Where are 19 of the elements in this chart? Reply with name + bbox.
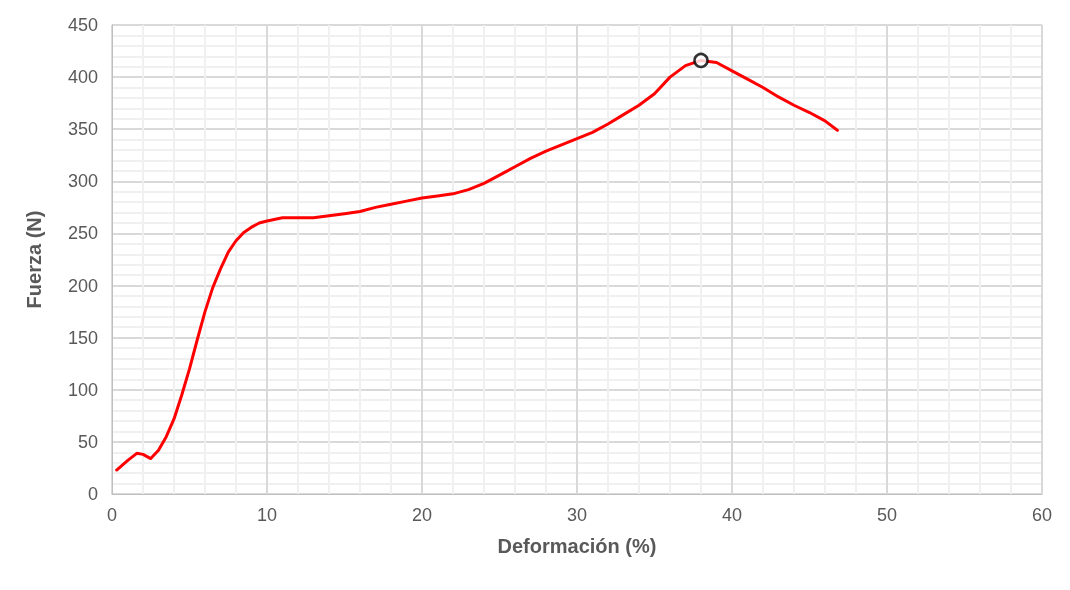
y-axis-title: Fuerza (N) — [23, 210, 45, 309]
y-tick-label: 350 — [67, 119, 98, 140]
x-tick-label: 20 — [411, 505, 433, 525]
x-tick-label: 0 — [106, 505, 118, 525]
y-tick-label: 250 — [67, 223, 98, 244]
y-tick-label: 150 — [67, 327, 98, 348]
y-tick-label: 50 — [77, 431, 98, 452]
x-axis-title: Deformación (%) — [497, 535, 657, 557]
y-tick-label: 100 — [67, 379, 98, 400]
x-tick-label: 40 — [721, 505, 743, 525]
x-tick-label: 10 — [256, 505, 278, 525]
x-tick-label: 30 — [566, 505, 588, 525]
y-tick-label: 0 — [87, 484, 98, 504]
y-tick-label: 400 — [67, 67, 98, 88]
y-tick-label: 450 — [67, 15, 98, 35]
y-tick-label: 300 — [67, 171, 98, 192]
y-tick-label: 200 — [67, 275, 98, 296]
x-tick-label: 50 — [876, 505, 898, 525]
x-tick-label: 60 — [1031, 505, 1053, 525]
